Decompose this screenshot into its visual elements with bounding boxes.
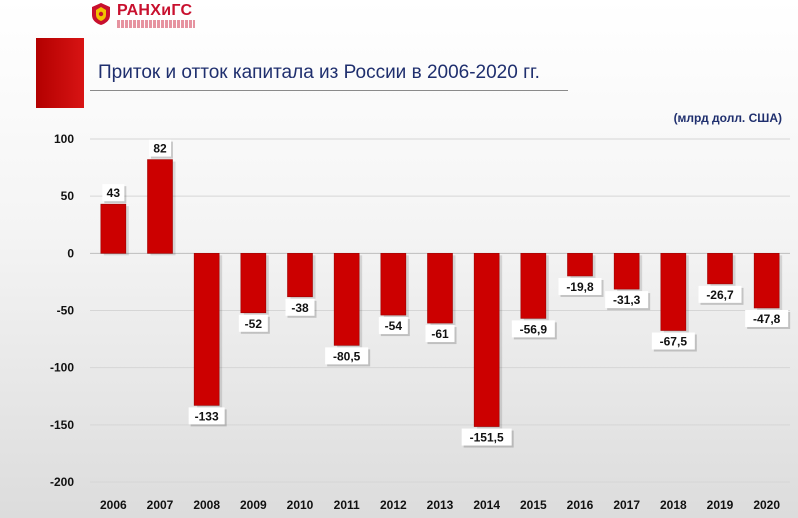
data-label: -67,5 — [660, 335, 688, 349]
x-tick-label: 2018 — [660, 498, 687, 512]
accent-block — [36, 38, 84, 108]
logo: РАНХиГС — [90, 2, 195, 28]
bar-2007 — [147, 159, 173, 254]
data-label-box — [378, 317, 408, 335]
bar-2015 — [520, 253, 547, 319]
bar-2014 — [473, 253, 500, 427]
data-label-box — [651, 332, 695, 350]
x-tick-label: 2013 — [427, 498, 454, 512]
x-tick-label: 2012 — [380, 498, 407, 512]
data-label: -151,5 — [470, 431, 504, 445]
data-label-box — [745, 309, 789, 327]
bar-2006 — [100, 203, 127, 254]
bar-2018 — [660, 253, 687, 331]
bar-2012 — [380, 253, 407, 316]
logo-subtitle — [117, 20, 195, 28]
bar-2011 — [333, 253, 360, 346]
data-label-box — [102, 184, 125, 202]
x-tick-label: 2019 — [707, 498, 734, 512]
x-tick-label: 2016 — [567, 498, 594, 512]
data-label: -26,7 — [706, 288, 734, 302]
data-label-box — [188, 407, 225, 425]
data-label: -47,8 — [753, 312, 781, 326]
data-label: -56,9 — [520, 322, 548, 336]
bar-2013 — [427, 253, 453, 324]
y-tick-label: -200 — [50, 475, 74, 489]
data-label: -19,8 — [566, 280, 594, 294]
x-tick-label: 2017 — [613, 498, 640, 512]
data-label: 82 — [153, 142, 167, 156]
x-tick-label: 2011 — [334, 498, 360, 512]
data-label: -38 — [291, 301, 309, 315]
bar-2019 — [707, 253, 733, 285]
data-label-box — [425, 325, 455, 343]
data-label-box — [461, 428, 512, 446]
data-label: -31,3 — [613, 293, 641, 307]
bar-2016 — [567, 253, 593, 277]
data-label-box — [149, 139, 171, 157]
y-tick-label: 0 — [67, 246, 74, 260]
data-label: -61 — [431, 327, 449, 341]
data-label-box — [325, 347, 369, 365]
y-tick-label: -150 — [50, 418, 74, 432]
data-label: -80,5 — [333, 349, 361, 363]
x-tick-label: 2010 — [287, 498, 314, 512]
x-tick-label: 2006 — [100, 498, 127, 512]
bar-2008 — [193, 253, 220, 406]
y-tick-label: 100 — [54, 132, 74, 146]
x-tick-label: 2007 — [147, 498, 174, 512]
y-tick-label: -100 — [50, 361, 74, 375]
x-tick-label: 2020 — [753, 498, 780, 512]
bar-2009 — [240, 253, 267, 314]
data-label: 43 — [107, 186, 121, 200]
y-tick-label: 50 — [61, 189, 75, 203]
units-label: (млрд долл. США) — [673, 111, 782, 125]
logo-name: РАНХиГС — [117, 2, 193, 19]
data-label-box — [605, 291, 649, 309]
data-label-box — [558, 277, 602, 295]
data-label: -133 — [195, 409, 219, 423]
y-tick-label: -50 — [57, 304, 75, 318]
emblem-icon — [92, 3, 110, 25]
data-label-box — [285, 298, 315, 316]
x-tick-label: 2008 — [193, 498, 220, 512]
bar-2017 — [613, 253, 640, 290]
x-tick-label: 2009 — [240, 498, 267, 512]
data-label-box — [238, 314, 268, 332]
x-tick-label: 2015 — [520, 498, 547, 512]
data-label-box — [511, 320, 555, 338]
data-label: -52 — [245, 317, 263, 331]
x-tick-label: 2014 — [473, 498, 500, 512]
title-underline — [90, 90, 568, 91]
page-title: Приток и отток капитала из России в 2006… — [98, 62, 540, 83]
data-label-box — [698, 285, 742, 303]
data-label: -54 — [385, 319, 403, 333]
bar-2010 — [287, 253, 313, 298]
bar-2020 — [753, 253, 780, 309]
